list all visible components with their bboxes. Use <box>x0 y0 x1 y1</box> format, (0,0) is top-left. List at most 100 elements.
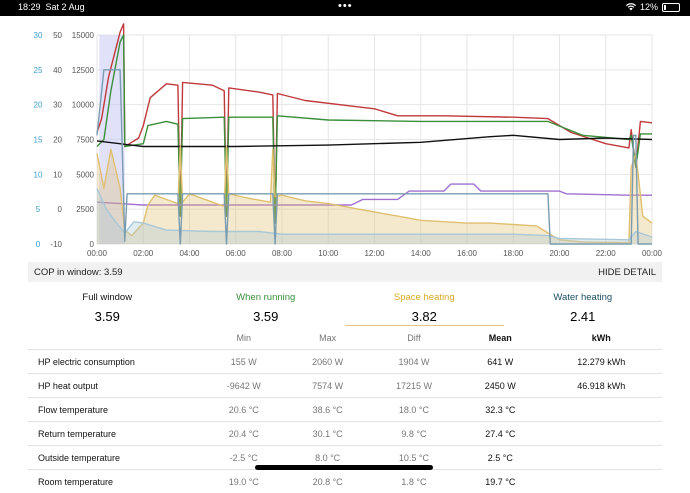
time-tick: 14:00 <box>411 249 432 258</box>
cell-value <box>540 446 662 470</box>
status-time: 18:29 Sat 2 Aug <box>18 2 85 12</box>
power-tick: 10000 <box>72 101 95 110</box>
col-header: Diff <box>368 326 460 350</box>
col-header: kWh <box>540 326 662 350</box>
time-tick: 10:00 <box>318 249 339 258</box>
row-label: Flow temperature <box>28 398 200 422</box>
cop-summary-bar: COP in window: 3.59 HIDE DETAIL <box>28 262 662 282</box>
row-label: Return temperature <box>28 422 200 446</box>
cell-value: 27.4 °C <box>460 422 540 446</box>
time-tick: 08:00 <box>272 249 293 258</box>
col-header: Min <box>200 326 288 350</box>
flow-temp-tick: 30 <box>34 31 43 40</box>
power-tick: 5000 <box>76 170 94 179</box>
flow-temp-tick: 15 <box>34 136 43 145</box>
flow-temp-tick: 5 <box>36 205 41 214</box>
cell-value: 20.8 °C <box>288 470 368 493</box>
battery-icon <box>662 3 680 12</box>
cell-value: 18.0 °C <box>368 398 460 422</box>
home-indicator[interactable] <box>255 465 433 470</box>
ios-status-bar: 18:29 Sat 2 Aug ••• 12% <box>0 0 690 16</box>
power-tick: 15000 <box>72 31 95 40</box>
hide-detail-button[interactable]: HIDE DETAIL <box>598 267 656 278</box>
time-tick: 12:00 <box>364 249 385 258</box>
multitask-dots[interactable]: ••• <box>338 0 353 12</box>
col-header: Max <box>288 326 368 350</box>
cell-value: 20.6 °C <box>200 398 288 422</box>
cell-value: 20.4 °C <box>200 422 288 446</box>
row-label: HP heat output <box>28 374 200 398</box>
heat-temp-tick: 10 <box>53 170 62 179</box>
cop-full-window[interactable]: Full window 3.59 <box>28 286 187 326</box>
cell-value: 1.8 °C <box>368 470 460 493</box>
time-tick: 22:00 <box>596 249 617 258</box>
cell-value: 32.3 °C <box>460 398 540 422</box>
cop-value: 2.41 <box>504 309 663 324</box>
flow-temp-tick: 20 <box>34 101 43 110</box>
cop-title: Space heating <box>345 292 504 303</box>
heat-temp-tick: 50 <box>53 31 62 40</box>
battery-percent: 12% <box>640 2 658 12</box>
cop-value: 3.59 <box>187 309 346 324</box>
heat-temp-tick: 0 <box>58 205 63 214</box>
cop-title: When running <box>187 292 346 303</box>
cell-value: 641 W <box>460 350 540 374</box>
table-header-row: Min Max Diff Mean kWh <box>28 326 662 350</box>
time-tick: 04:00 <box>179 249 200 258</box>
flow-temp-axis: 0 5 10 15 20 25 30 <box>34 31 43 249</box>
cop-title: Full window <box>28 292 187 303</box>
time-axis: 00:00 02:00 04:00 06:00 08:00 10:00 12:00 14:00… <box>87 249 663 258</box>
time-tick: 06:00 <box>226 249 247 258</box>
status-right: 12% <box>626 2 680 12</box>
time-tick: 00:00 <box>87 249 108 258</box>
heat-temp-tick: 40 <box>53 66 62 75</box>
heat-temp-tick: -10 <box>50 240 62 249</box>
power-tick: 7500 <box>76 136 94 145</box>
cell-value <box>540 398 662 422</box>
cell-value <box>540 422 662 446</box>
heatpump-chart[interactable]: 0 5 10 15 20 25 30 -10 0 10 20 30 40 50 0 2500 5000 750… <box>0 16 690 262</box>
cell-value: 2060 W <box>288 350 368 374</box>
cop-space-heating[interactable]: Space heating 3.82 <box>345 286 504 326</box>
cell-value <box>540 470 662 493</box>
cell-value: 46.918 kWh <box>540 374 662 398</box>
row-label: Outside temperature <box>28 446 200 470</box>
row-label: Room temperature <box>28 470 200 493</box>
flow-temp-tick: 10 <box>34 170 43 179</box>
cell-value: -9642 W <box>200 374 288 398</box>
cop-title: Water heating <box>504 292 663 303</box>
time-tick: 02:00 <box>133 249 154 258</box>
cell-value: 155 W <box>200 350 288 374</box>
heat-temp-tick: 30 <box>53 101 62 110</box>
cop-water-heating[interactable]: Water heating 2.41 <box>504 286 663 326</box>
heat-temp-tick: 20 <box>53 136 62 145</box>
cell-value: 1904 W <box>368 350 460 374</box>
cell-value: 2450 W <box>460 374 540 398</box>
cell-value: 2.5 °C <box>460 446 540 470</box>
cell-value: 17215 W <box>368 374 460 398</box>
cop-when-running[interactable]: When running 3.59 <box>187 286 346 326</box>
time-tick: 18:00 <box>503 249 524 258</box>
row-label: HP electric consumption <box>28 350 200 374</box>
flow-temp-tick: 25 <box>34 66 43 75</box>
time-tick: 20:00 <box>549 249 570 258</box>
flow-temp-tick: 0 <box>36 240 41 249</box>
cell-value: 12.279 kWh <box>540 350 662 374</box>
cell-value: 9.8 °C <box>368 422 460 446</box>
cop-window-label: COP in window: 3.59 <box>34 267 123 278</box>
cell-value: 38.6 °C <box>288 398 368 422</box>
cell-value: 7574 W <box>288 374 368 398</box>
time-tick: 16:00 <box>457 249 478 258</box>
power-tick: 12500 <box>72 66 95 75</box>
cop-value: 3.82 <box>345 309 504 324</box>
power-tick: 2500 <box>76 205 94 214</box>
cell-value: 19.7 °C <box>460 470 540 493</box>
time-tick: 00:00 <box>642 249 663 258</box>
cell-value: 19.0 °C <box>200 470 288 493</box>
cop-value: 3.59 <box>28 309 187 324</box>
